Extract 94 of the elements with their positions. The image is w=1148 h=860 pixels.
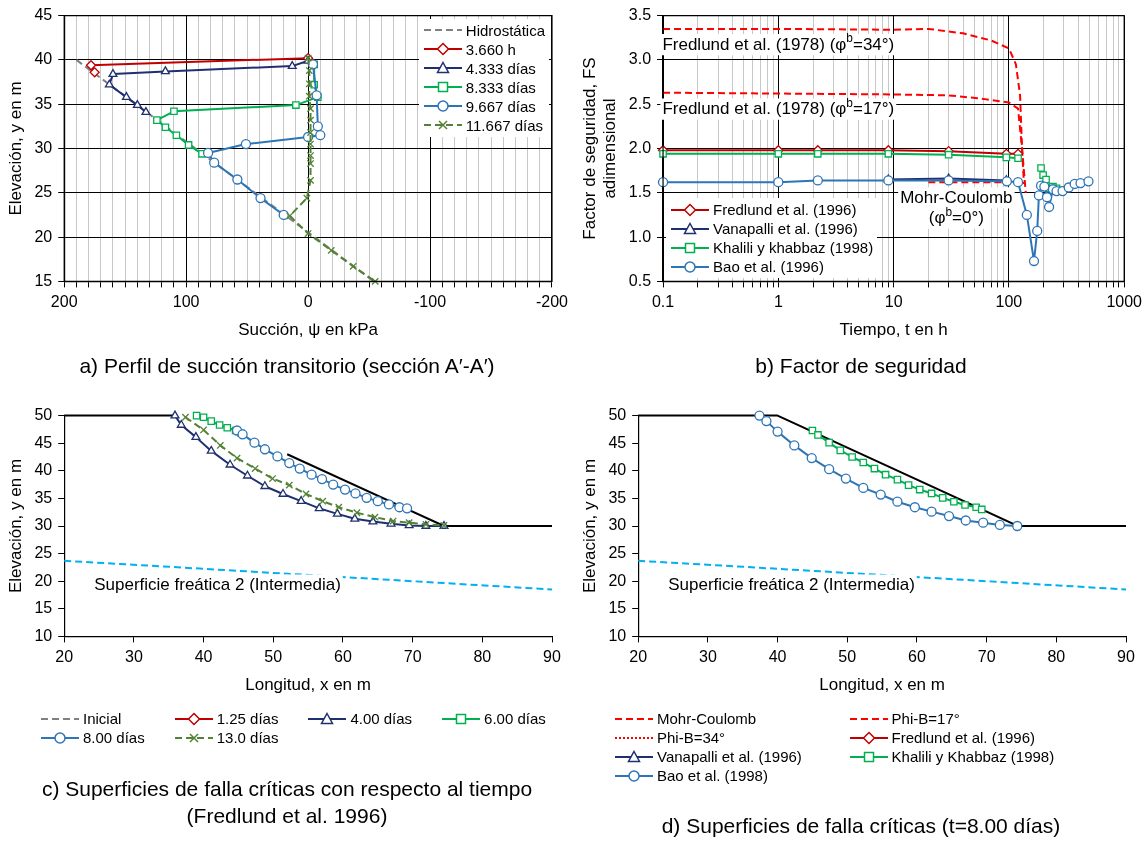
y-tick-label: 35 [608,488,627,506]
text: d) Superficies de falla críticas (t=8.00 días) [660,813,1062,839]
y-tick-label: 1.0 [628,227,652,245]
x-tick-label: 30 [124,648,143,666]
y-tick-label: 3.0 [628,50,652,68]
legend-label: 9.667 días [465,97,536,115]
y-tick-label: 30 [34,138,53,156]
legend-label: Vanapalli et al. (1996) [713,220,858,238]
y-tick-label: 10 [34,626,53,644]
x-tick-label: -100 [414,293,447,311]
y-tick-label: 20 [34,571,53,589]
legend-label: 13.0 días [216,729,279,746]
legend-label: Inicial [83,710,122,727]
x-tick-label: 0 [303,293,313,311]
text: a) Perfil de succión transitorio (sección A′-A′) [78,353,496,379]
y-tick-label: 30 [608,516,627,534]
y-tick-label: 2.0 [628,138,652,156]
x-tick-label: 90 [1117,648,1135,666]
y-tick-label: 40 [34,50,53,68]
legend-label: 8.333 días [465,78,536,96]
legend-label: 4.333 días [465,59,536,77]
legend-label: Bao et al. (1998) [657,767,768,784]
x-tick-label: 90 [543,648,561,666]
y-tick-label: 15 [34,271,53,289]
legend-label: Fredlund et al. (1996) [713,201,857,219]
y-tick-label: 25 [34,544,53,562]
legend-label: Khalili y khabbaz (1998) [713,239,874,257]
y-tick-label: 20 [34,227,53,245]
y-tick-label: 15 [608,599,627,617]
y-axis-title: Factor de seguridad, FS adimensional [579,57,620,240]
annotation: Superficie freática 2 (Intermedia) [668,575,915,595]
x-tick-label: 1000 [1106,293,1143,311]
y-tick-label: 3.5 [628,6,652,24]
y-tick-label: 45 [34,6,53,24]
x-tick-label: 1 [773,293,783,311]
legend-label: 1.25 días [216,710,279,727]
y-tick-label: 25 [34,183,53,201]
legend-label: Vanapalli et al. (1996) [657,748,802,765]
text: b) Factor de seguridad [754,353,968,379]
x-tick-label: 40 [768,648,787,666]
x-tick-label: 80 [473,648,492,666]
x-tick-label: 200 [50,293,78,311]
y-tick-label: 35 [34,94,53,112]
x-axis-title: Longitud, x en m [245,675,371,695]
x-tick-label: 70 [977,648,996,666]
y-tick-label: 45 [34,433,53,451]
x-tick-label: 50 [838,648,857,666]
y-tick-label: 30 [34,516,53,534]
legend-label: Phi-B=17° [891,710,960,727]
legend-label: 3.660 h [465,40,516,58]
legend-label: 8.00 días [83,729,145,746]
y-axis-title: Elevación, y en m [579,458,599,594]
y-tick-label: 15 [34,599,53,617]
x-tick-label: 40 [194,648,213,666]
y-tick-label: 50 [34,406,53,424]
x-tick-label: 70 [403,648,422,666]
x-axis-title: Longitud, x en m [819,675,945,695]
x-tick-label: 50 [264,648,283,666]
text: c) Superficies de falla críticas con respecto al tiempo (Fredlund et al. 1996) [40,776,534,829]
legend-label: Hidrostática [465,21,545,39]
y-tick-label: 50 [608,406,627,424]
x-tick-label: 60 [908,648,926,666]
legend-label: Phi-B=34° [657,729,726,746]
legend-label: Bao et al. (1996) [713,258,824,276]
x-tick-label: 10 [884,293,903,311]
legend-label: Fredlund et al. (1996) [891,729,1036,746]
y-tick-label: 2.5 [628,94,652,112]
y-tick-label: 25 [608,544,627,562]
x-tick-label: 100 [995,293,1023,311]
y-tick-label: 40 [608,461,627,479]
y-axis-title: Elevación, y en m [5,81,25,216]
x-tick-label: 80 [1047,648,1066,666]
legend-label: Mohr-Coulomb [657,710,757,727]
y-tick-label: 45 [608,433,627,451]
legend-label: Khalili y Khabbaz (1998) [891,748,1055,765]
x-tick-label: 0.1 [651,293,675,311]
y-tick-label: 35 [34,488,53,506]
x-tick-label: 20 [55,648,74,666]
y-tick-label: 40 [34,461,53,479]
x-tick-label: 60 [334,648,352,666]
y-tick-label: 1.5 [628,183,652,201]
y-tick-label: 10 [608,626,627,644]
y-tick-label: 0.5 [628,271,652,289]
y-tick-label: 20 [608,571,627,589]
x-tick-label: 100 [172,293,200,311]
legend-label: 11.667 días [465,116,544,134]
legend-label: 6.00 días [484,710,546,727]
x-tick-label: 30 [698,648,717,666]
annotation: Superficie freática 2 (Intermedia) [94,575,341,595]
y-axis-title: Elevación, y en m [5,458,25,594]
x-axis-title: Tiempo, t en h [839,320,948,340]
legend-label: 4.00 días [350,710,413,727]
x-tick-label: -200 [535,293,569,311]
x-axis-title: Succión, ψ en kPa [238,320,379,340]
